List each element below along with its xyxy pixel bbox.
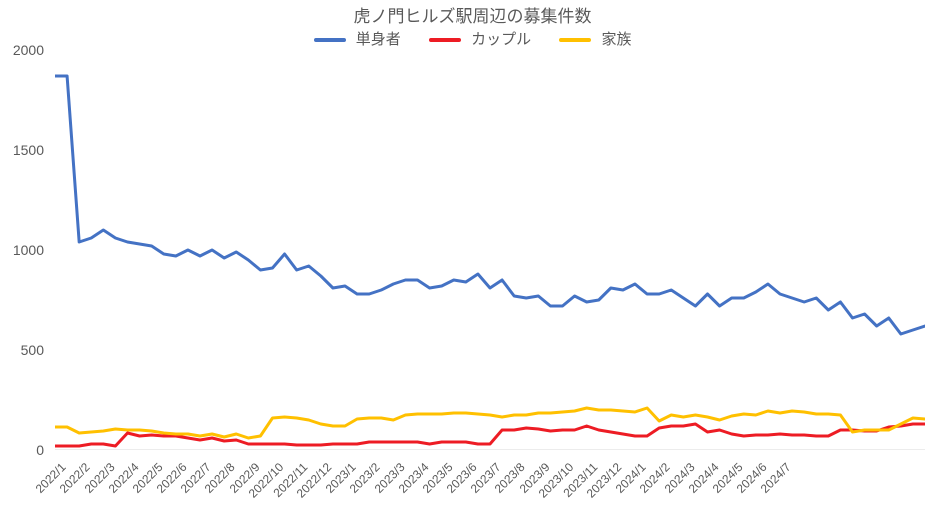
- y-tick-label: 2000: [13, 42, 44, 58]
- series-line: [55, 76, 925, 334]
- chart-legend: 単身者 カップル 家族: [0, 28, 945, 49]
- x-axis: 2022/12022/22022/32022/42022/52022/62022…: [55, 452, 925, 527]
- legend-swatch: [314, 38, 346, 42]
- legend-swatch: [429, 38, 461, 42]
- line-chart: 虎ノ門ヒルズ駅周辺の募集件数 単身者 カップル 家族 0 500 1000 1500 2…: [0, 0, 945, 531]
- legend-label: 単身者: [356, 31, 401, 48]
- y-tick-label: 1000: [13, 242, 44, 258]
- legend-swatch: [559, 38, 591, 42]
- legend-item-family: 家族: [559, 28, 631, 49]
- legend-label: カップル: [471, 31, 531, 48]
- y-tick-label: 500: [21, 342, 44, 358]
- legend-item-couples: カップル: [429, 28, 531, 49]
- legend-item-singles: 単身者: [314, 28, 401, 49]
- plot-area: [55, 50, 925, 450]
- y-axis: 0500100015002000: [0, 50, 50, 450]
- y-tick-label: 0: [36, 442, 44, 458]
- legend-label: 家族: [601, 31, 631, 48]
- chart-title: 虎ノ門ヒルズ駅周辺の募集件数: [0, 2, 945, 27]
- y-tick-label: 1500: [13, 142, 44, 158]
